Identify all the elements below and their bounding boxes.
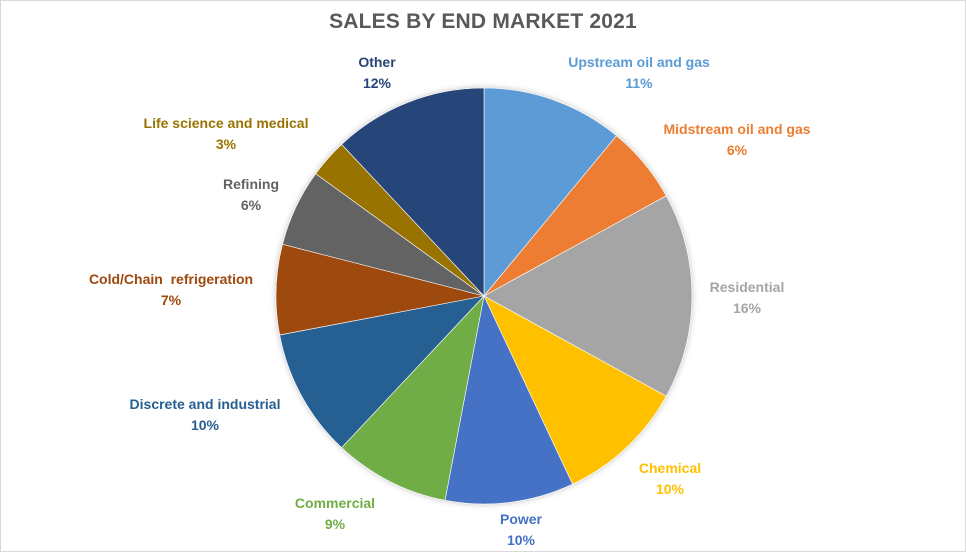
data-label-category: Commercial [294, 495, 376, 511]
data-label-discrete-and-industrial: Discrete and industrial 10% [130, 394, 281, 436]
data-label-percent: 3% [215, 136, 237, 152]
data-label-category: Discrete and industrial [129, 396, 281, 412]
data-label-percent: 11% [625, 75, 653, 91]
data-label-category: Chemical [638, 460, 702, 476]
data-label-percent: 10% [506, 532, 536, 548]
data-label-percent: 9% [324, 516, 346, 532]
pie-slice-discrete-and-industrial [279, 295, 485, 449]
pie-slice-other [341, 87, 485, 297]
data-label-midstream-oil-and-gas: Midstream oil and gas 6% [663, 119, 810, 161]
data-label-percent: 6% [240, 197, 262, 213]
data-label-life-science-and-medical: Life science and medical 3% [144, 113, 309, 155]
pie-slice-power [444, 295, 573, 505]
data-label-power: Power 10% [500, 509, 542, 551]
data-label-percent: 6% [726, 142, 748, 158]
chart-title: SALES BY END MARKET 2021 [329, 10, 637, 33]
pie-slice-chemical [483, 295, 667, 485]
data-label-category: Power [499, 511, 543, 527]
data-label-category: Refining [223, 176, 279, 192]
data-label-category: Other [358, 54, 396, 70]
data-label-percent: 12% [362, 75, 392, 91]
data-label-cold-chain-refrigeration: Cold/Chain refrigeration 7% [89, 269, 253, 311]
data-label-percent: 16% [732, 300, 762, 316]
data-label-residential: Residential 16% [710, 277, 785, 319]
data-label-category: Life science and medical [143, 115, 309, 131]
data-label-percent: 10% [190, 417, 220, 433]
data-label-percent: 7% [160, 292, 182, 308]
data-label-percent: 10% [655, 481, 685, 497]
pie-slice-upstream-oil-and-gas [483, 87, 618, 297]
data-label-chemical: Chemical 10% [639, 458, 701, 500]
data-label-category: Cold/Chain refrigeration [88, 271, 254, 287]
data-label-category: Residential [709, 279, 785, 295]
data-label-refining: Refining 6% [223, 174, 279, 216]
data-label-other: Other 12% [358, 52, 395, 94]
data-label-commercial: Commercial 9% [295, 493, 375, 535]
pie-slice-residential [483, 195, 693, 397]
data-label-upstream-oil-and-gas: Upstream oil and gas 11% [568, 52, 710, 94]
pie-slice-commercial [341, 295, 485, 501]
data-label-category: Midstream oil and gas [663, 121, 811, 137]
data-label-category: Upstream oil and gas [568, 54, 710, 70]
